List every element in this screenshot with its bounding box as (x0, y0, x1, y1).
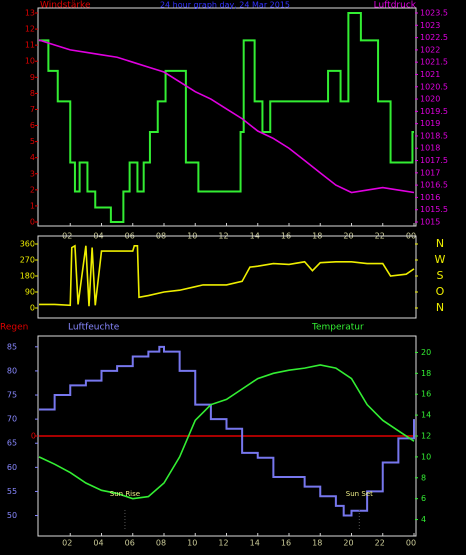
tick-label: 18 (421, 369, 431, 378)
tick-label: 70 (7, 415, 17, 424)
chart-title: 24 hour graph day, 24 Mar 2015 (160, 1, 290, 10)
tick-label: 80 (7, 366, 17, 375)
tick-label: 50 (7, 511, 17, 520)
tick-label: 14 (421, 411, 431, 420)
annotation: Sun Set (346, 490, 373, 498)
tick-label: 1016.5 (420, 181, 448, 190)
tick-label: 1020 (420, 95, 440, 104)
tick-label: 4 (421, 515, 426, 524)
tick-label: 1018 (420, 144, 440, 153)
tick-label: 55 (7, 487, 17, 496)
tick-label: N (436, 237, 444, 250)
x-tick-label: 04 (93, 539, 103, 548)
tick-label: 6 (30, 121, 35, 130)
x-tick-label: 10 (187, 539, 197, 548)
series-line (39, 345, 415, 517)
plot-frame (37, 235, 417, 319)
series-line (38, 39, 415, 194)
tick-label: N (436, 301, 444, 314)
tick-label: 1022 (420, 45, 440, 54)
tick-label: 5 (30, 137, 35, 146)
tick-label: O (436, 285, 445, 298)
tick-label: 60 (7, 463, 17, 472)
tick-label: 180 (20, 272, 35, 281)
tick-label: 11 (25, 41, 35, 50)
x-tick-label: 20 (343, 539, 353, 548)
legend-label: Luftfeuchte (68, 323, 120, 333)
tick-label: 16 (421, 390, 431, 399)
tick-label: 90 (25, 288, 35, 297)
tick-label: S (437, 269, 444, 282)
tick-label: 360 (20, 240, 35, 249)
tick-label: 1016 (420, 193, 440, 202)
x-tick-label: 12 (218, 539, 228, 548)
legend-label: Windstärke (40, 1, 91, 11)
tick-label: 1019 (420, 119, 440, 128)
tick-label: 3 (30, 169, 35, 178)
tick-label: 1022.5 (420, 33, 448, 42)
tick-label: 270 (20, 256, 35, 265)
tick-label: 1015 (420, 218, 440, 227)
tick-label: 1021 (420, 70, 440, 79)
tick-label: 12 (25, 25, 35, 34)
series-line (38, 364, 415, 500)
x-tick-label: 14 (250, 539, 260, 548)
tick-label: 4 (30, 153, 35, 162)
legend-label: Regen (0, 323, 28, 333)
x-tick-label: 08 (156, 539, 166, 548)
tick-label: 13 (25, 9, 35, 18)
x-tick-label: 06 (125, 539, 135, 548)
tick-label: 2 (30, 185, 35, 194)
tick-label: 1017.5 (420, 156, 448, 165)
tick-label: 85 (7, 342, 17, 351)
tick-label: 9 (30, 73, 35, 82)
tick-label: 0 (30, 304, 35, 313)
tick-label: W (435, 253, 446, 266)
tick-label: 8 (30, 89, 35, 98)
x-tick-label: 16 (281, 539, 291, 548)
tick-label: 1015.5 (420, 205, 448, 214)
tick-label: 1 (30, 201, 35, 210)
tick-label: 1023 (420, 21, 440, 30)
x-tick-label: 02 (62, 539, 72, 548)
tick-label: 1020.5 (420, 82, 448, 91)
x-tick-label: 22 (375, 539, 385, 548)
annotation: Sun Rise (110, 490, 140, 498)
series-line (39, 12, 414, 223)
tick-label: 0 (30, 218, 35, 227)
tick-label: 12 (421, 432, 431, 441)
legend-label: Luftdruck (374, 1, 417, 11)
tick-label: 8 (421, 473, 426, 482)
tick-label: 10 (25, 57, 35, 66)
tick-label: 10 (421, 452, 431, 461)
tick-label: 1021.5 (420, 58, 448, 67)
tick-label: 75 (7, 391, 17, 400)
tick-label: 7 (30, 105, 35, 114)
legend-label: Temperatur (311, 323, 364, 333)
x-tick-label: 18 (312, 539, 322, 548)
tick-label: 1023.5 (420, 9, 448, 18)
tick-label: 20 (421, 348, 431, 357)
tick-label: 65 (7, 439, 17, 448)
tick-label: 0 (31, 432, 36, 441)
x-tick-label: 00 (406, 539, 416, 548)
tick-label: 1018.5 (420, 131, 448, 140)
tick-label: 1017 (420, 168, 440, 177)
tick-label: 6 (421, 494, 426, 503)
series-line (39, 244, 415, 307)
tick-label: 1019.5 (420, 107, 448, 116)
